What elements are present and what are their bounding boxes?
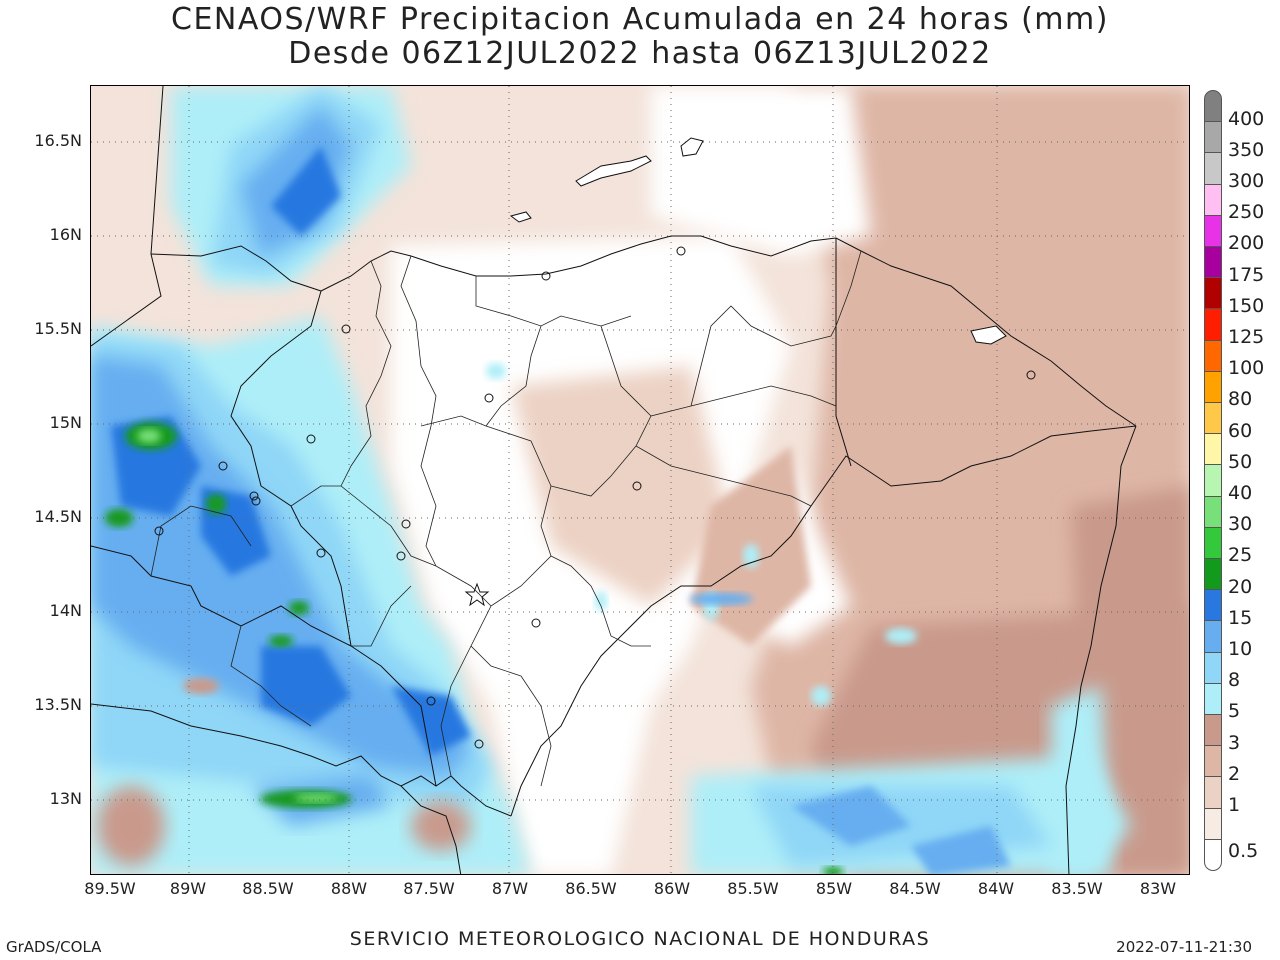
colorbar-segment bbox=[1204, 246, 1222, 279]
city-markers bbox=[154, 246, 1036, 749]
lat-tick-label: 15N bbox=[49, 413, 82, 432]
lat-tick-label: 15.5N bbox=[34, 319, 82, 338]
colorbar-segment bbox=[1204, 682, 1222, 715]
colorbar-segment bbox=[1204, 121, 1222, 154]
colorbar-segment bbox=[1204, 714, 1222, 747]
lat-tick-label: 13N bbox=[49, 789, 82, 808]
lon-tick-label: 89.5W bbox=[84, 879, 136, 898]
colorbar-segment bbox=[1204, 214, 1222, 247]
bay-islands bbox=[509, 137, 1007, 345]
colorbar-level-label: 1 bbox=[1228, 794, 1241, 816]
lat-tick-label: 14N bbox=[49, 601, 82, 620]
colorbar-segment bbox=[1204, 745, 1222, 778]
colorbar-level-label: 350 bbox=[1228, 138, 1265, 161]
map-canvas bbox=[91, 86, 1189, 874]
colorbar-segment bbox=[1204, 183, 1222, 216]
colorbar-level-label: 15 bbox=[1228, 606, 1253, 629]
colorbar-segment bbox=[1204, 651, 1222, 684]
colorbar-segment bbox=[1204, 589, 1222, 622]
lon-tick-label: 89W bbox=[169, 879, 207, 898]
colorbar-segment bbox=[1204, 402, 1222, 435]
lon-tick-label: 86W bbox=[653, 879, 691, 898]
agency-name: SERVICIO METEOROLOGICO NACIONAL DE HONDU… bbox=[349, 928, 931, 950]
colorbar-level-label: 150 bbox=[1228, 294, 1265, 317]
precipitation-map[interactable] bbox=[90, 85, 1190, 875]
colorbar-segment bbox=[1204, 277, 1222, 310]
colorbar-level-label: 100 bbox=[1228, 357, 1265, 380]
colorbar-segment bbox=[1204, 495, 1222, 528]
capital-star-icon bbox=[464, 582, 490, 607]
colorbar-level-label: 3 bbox=[1228, 731, 1241, 754]
colorbar-segment bbox=[1204, 776, 1222, 809]
colorbar-segment bbox=[1204, 558, 1222, 591]
colorbar-level-label: 20 bbox=[1228, 575, 1253, 598]
lon-tick-label: 88.5W bbox=[242, 879, 294, 898]
colorbar-segment bbox=[1204, 339, 1222, 372]
chart-subtitle: Desde 06Z12JUL2022 hasta 06Z13JUL2022 bbox=[288, 36, 992, 71]
colorbar-level-label: 400 bbox=[1228, 107, 1265, 130]
lat-tick-label: 14.5N bbox=[34, 507, 82, 526]
lon-tick-label: 85W bbox=[815, 879, 853, 898]
colorbar-segment bbox=[1204, 526, 1222, 559]
colorbar-level-label: 30 bbox=[1228, 513, 1253, 536]
colorbar-level-label: 80 bbox=[1228, 388, 1253, 411]
colorbar-segment bbox=[1204, 620, 1222, 653]
lat-tick-label: 13.5N bbox=[34, 695, 82, 714]
colorbar-segment bbox=[1204, 308, 1222, 341]
lon-tick-label: 87.5W bbox=[403, 879, 455, 898]
colorbar-segment bbox=[1204, 838, 1222, 871]
software-credit: GrADS/COLA bbox=[6, 938, 102, 956]
colorbar-level-label: 175 bbox=[1228, 263, 1265, 286]
colorbar bbox=[1204, 90, 1222, 871]
colorbar-level-label: 25 bbox=[1228, 544, 1253, 567]
colorbar-level-label: 200 bbox=[1228, 232, 1265, 255]
department-borders bbox=[150, 250, 862, 787]
colorbar-level-label: 5 bbox=[1228, 700, 1241, 723]
chart-title: CENAOS/WRF Precipitacion Acumulada en 24… bbox=[171, 2, 1109, 37]
colorbar-segment bbox=[1204, 464, 1222, 497]
lon-tick-label: 83W bbox=[1139, 879, 1177, 898]
colorbar-level-label: 50 bbox=[1228, 450, 1253, 473]
colorbar-level-label: 40 bbox=[1228, 482, 1253, 504]
lat-tick-label: 16.5N bbox=[34, 131, 82, 150]
colorbar-level-label: 10 bbox=[1228, 638, 1253, 660]
colorbar-level-label: 60 bbox=[1228, 419, 1253, 442]
colorbar-level-label: 300 bbox=[1228, 170, 1265, 192]
lat-tick-label: 16N bbox=[49, 225, 82, 244]
colorbar-level-label: 8 bbox=[1228, 669, 1241, 692]
lon-tick-label: 87W bbox=[491, 879, 529, 898]
precipitation-field bbox=[91, 86, 1189, 874]
colorbar-level-label: 250 bbox=[1228, 201, 1265, 224]
colorbar-segment bbox=[1204, 90, 1222, 123]
lon-tick-label: 83.5W bbox=[1051, 879, 1103, 898]
colorbar-level-label: 2 bbox=[1228, 762, 1241, 785]
issue-timestamp: 2022-07-11-21:30 bbox=[1116, 938, 1252, 956]
colorbar-segment bbox=[1204, 370, 1222, 403]
colorbar-level-label: 0.5 bbox=[1228, 840, 1259, 863]
lon-tick-label: 84W bbox=[977, 879, 1015, 898]
lon-tick-label: 86.5W bbox=[565, 879, 617, 898]
colorbar-segment bbox=[1204, 433, 1222, 466]
lon-tick-label: 88W bbox=[330, 879, 368, 898]
lon-tick-label: 85.5W bbox=[727, 879, 779, 898]
colorbar-level-label: 125 bbox=[1228, 326, 1265, 348]
colorbar-segment bbox=[1204, 807, 1222, 840]
lon-tick-label: 84.5W bbox=[889, 879, 941, 898]
colorbar-segment bbox=[1204, 152, 1222, 185]
